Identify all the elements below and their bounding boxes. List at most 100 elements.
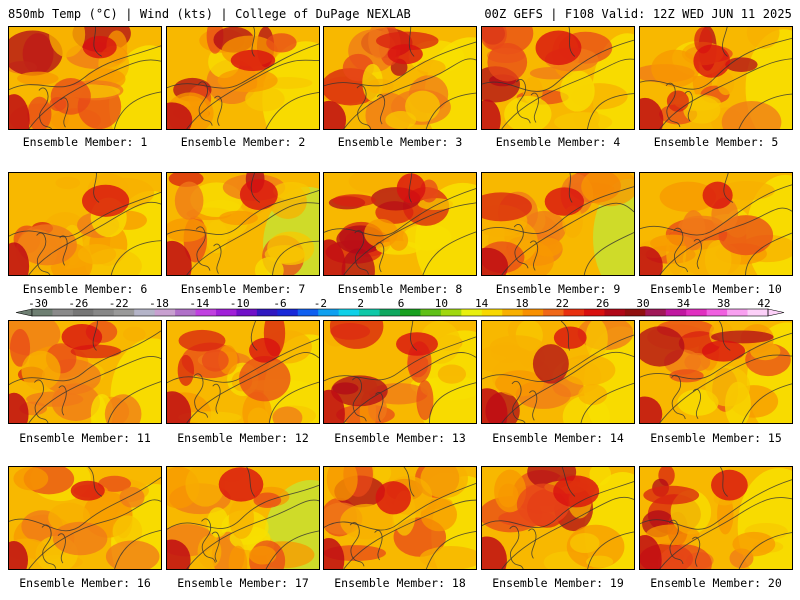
ensemble-member-label: Ensemble Member: 7 <box>180 282 306 296</box>
temperature-shade-blob <box>416 59 446 76</box>
temperature-shade-blob <box>705 365 751 407</box>
ensemble-member-label: Ensemble Member: 13 <box>334 431 466 445</box>
temperature-shade-blob <box>589 467 612 486</box>
temperature-map-graphic <box>167 321 319 423</box>
temperature-shade-blob <box>373 467 392 483</box>
contour-line <box>580 382 634 423</box>
temperature-shade-blob <box>9 328 31 367</box>
temperature-shade-blob <box>640 326 685 367</box>
warm-core-southwest <box>640 97 664 129</box>
contour-line <box>501 202 634 275</box>
contour-line <box>343 58 476 129</box>
temperature-map-graphic <box>482 27 634 129</box>
warm-core-southwest <box>324 389 345 423</box>
temperature-shade-blob <box>487 42 528 82</box>
contour-line <box>425 530 476 569</box>
contour-line <box>201 518 216 563</box>
temperature-shade-blob <box>52 521 108 556</box>
colorbar-segment <box>134 309 156 316</box>
contour-line <box>324 188 476 237</box>
contour-line <box>343 499 476 569</box>
colorbar-tick-label: -18 <box>149 297 169 310</box>
colorbar-segment <box>461 309 483 316</box>
contour-line <box>719 467 728 497</box>
temperature-shade-blob <box>119 486 145 508</box>
temperature-shade-blob <box>9 30 63 76</box>
colorbar-tick-label: 42 <box>757 297 771 310</box>
contour-line <box>659 207 792 275</box>
warm-core-southwest <box>9 94 30 129</box>
ensemble-member-map <box>8 26 162 130</box>
temperature-shade-blob <box>746 27 780 49</box>
contour-line <box>560 321 571 351</box>
warm-core <box>553 475 600 508</box>
warm-core-southwest <box>9 392 29 423</box>
temperature-shade-blob <box>561 354 616 386</box>
contour-line <box>673 227 688 273</box>
contour-line <box>59 235 68 266</box>
temperature-map-graphic <box>640 173 792 275</box>
contour-line <box>530 92 539 123</box>
temperature-shade-blob <box>228 545 248 569</box>
temperature-shade-blob <box>489 335 545 358</box>
colorbar-segment <box>440 309 462 316</box>
warm-core-southwest <box>482 388 508 423</box>
contour-line <box>211 531 220 562</box>
contour-line <box>501 58 634 129</box>
contour-line <box>34 379 49 423</box>
temperature-map-graphic <box>324 27 476 129</box>
contour-line <box>186 351 319 423</box>
contour-line <box>356 85 372 129</box>
warm-core-southwest <box>640 396 663 423</box>
contour-line <box>691 536 701 567</box>
temperature-shade-blob <box>219 210 259 226</box>
contour-line <box>640 332 792 380</box>
contour-line <box>28 355 161 423</box>
temperature-shade-blob <box>578 384 608 406</box>
contour-line <box>374 530 383 561</box>
warm-core-southwest <box>324 100 347 129</box>
temperature-shade-blob <box>264 245 306 264</box>
temperature-shade-blob <box>645 524 700 546</box>
temperature-shade-blob <box>659 181 717 212</box>
ensemble-member-label: Ensemble Member: 8 <box>337 282 463 296</box>
contour-line <box>429 382 476 423</box>
temperature-shade-blob <box>554 112 613 129</box>
colorbar-segment <box>502 309 524 316</box>
contour-line <box>41 524 57 569</box>
contour-line <box>343 202 476 275</box>
contour-line <box>684 91 693 122</box>
ensemble-member-map <box>639 172 793 276</box>
contour-line <box>268 381 319 423</box>
temperature-shade-blob <box>238 355 291 402</box>
contour-line <box>352 377 367 422</box>
colorbar-graphic <box>15 308 785 317</box>
temperature-shade-blob <box>666 90 689 112</box>
colorbar-outline <box>31 308 769 317</box>
contour-line <box>509 525 524 569</box>
warm-core <box>70 480 105 501</box>
contour-line <box>110 240 161 275</box>
colorbar-right-arrow <box>767 308 785 317</box>
ensemble-member-label: Ensemble Member: 2 <box>180 135 306 149</box>
temperature-shade-blob <box>50 78 91 115</box>
warm-core-southwest <box>167 102 193 129</box>
colorbar-segment <box>318 309 340 316</box>
temperature-map-graphic <box>167 27 319 129</box>
run-valid-time: 00Z GEFS | F108 Valid: 12Z WED JUN 11 20… <box>484 7 792 21</box>
ensemble-member-map <box>481 320 635 424</box>
contour-line <box>745 232 792 275</box>
ensemble-member-map <box>8 320 162 424</box>
temperature-shade-blob <box>681 210 706 251</box>
warm-core-southwest <box>167 391 192 423</box>
contour-line <box>272 240 319 275</box>
contour-line <box>251 27 256 57</box>
colorbar-segment <box>624 309 646 316</box>
colorbar-segment <box>32 309 53 316</box>
colorbar-tick-label: 10 <box>434 297 448 310</box>
colorbar-segment <box>379 309 401 316</box>
temperature-shade-blob <box>504 95 552 129</box>
temperature-map-graphic <box>9 27 161 129</box>
colorbar-segment <box>216 309 237 316</box>
ensemble-member-map <box>8 466 162 570</box>
